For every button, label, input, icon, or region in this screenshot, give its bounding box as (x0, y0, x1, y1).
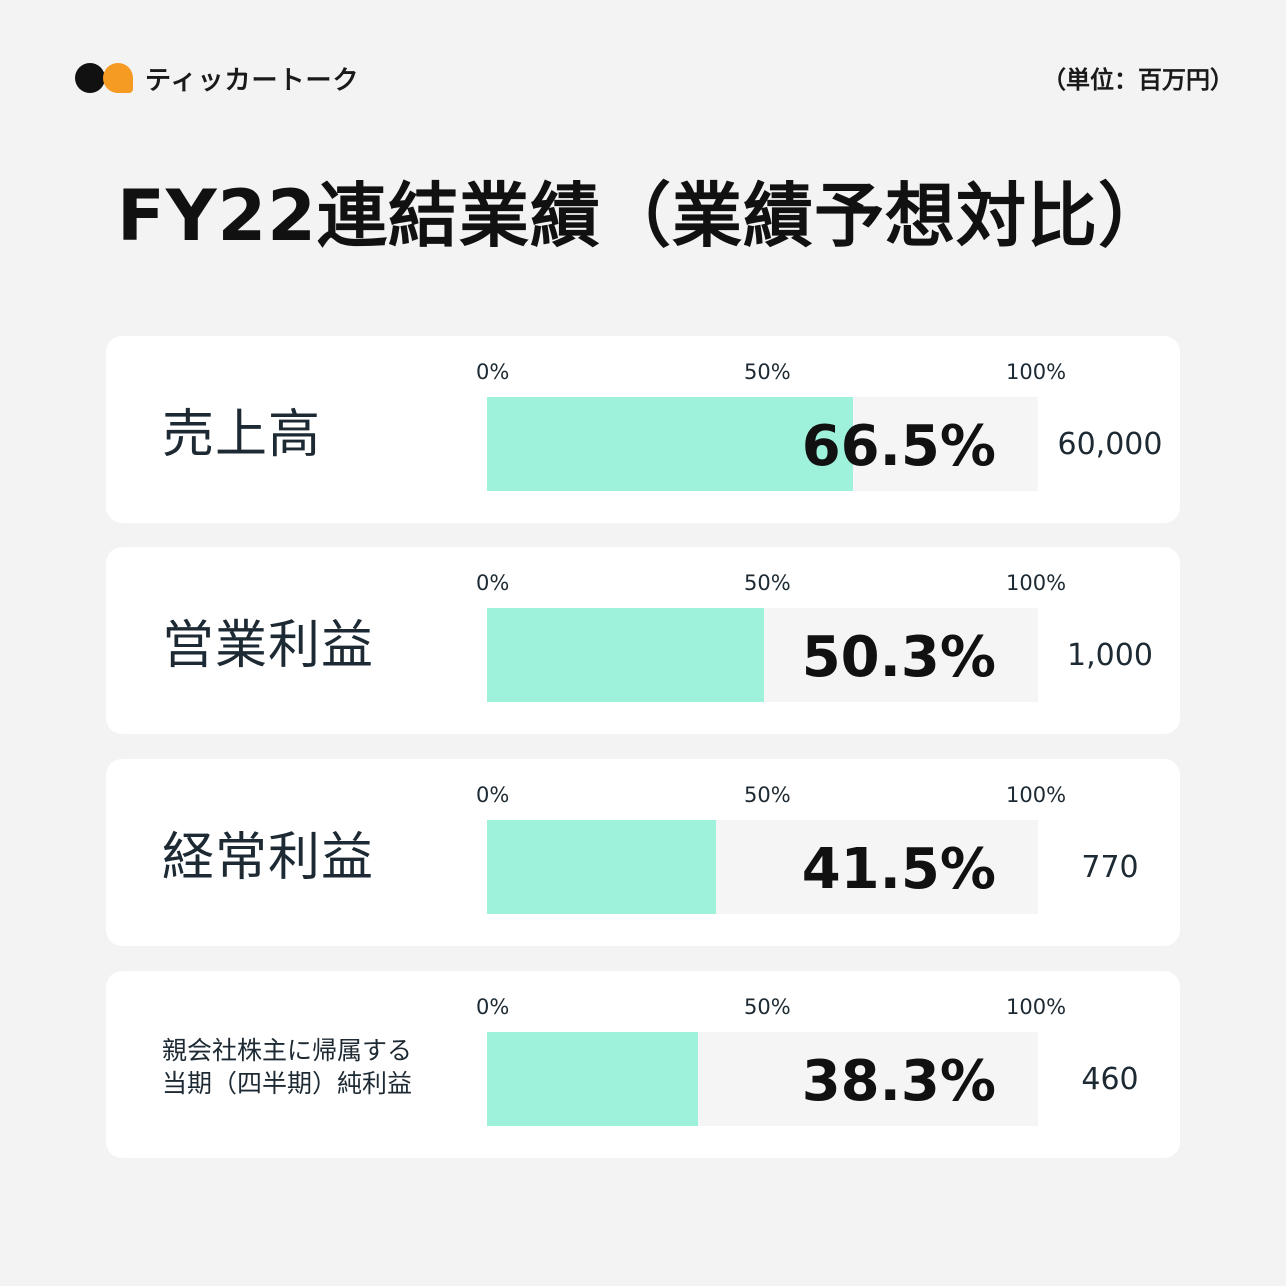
bar-fill (487, 1032, 699, 1126)
tick-label-100: 100% (1006, 360, 1067, 384)
forecast-value: 1,000 (1067, 637, 1153, 673)
bar-fill (487, 820, 716, 914)
bar-fill (487, 608, 765, 702)
tick-label-50: 50% (744, 571, 791, 595)
tick-label-100: 100% (1006, 995, 1067, 1019)
bar-track: 66.5% (487, 397, 1038, 491)
tick-label-50: 50% (744, 783, 791, 807)
percent-label: 38.3% (801, 1048, 996, 1114)
metric-label: 営業利益 (162, 616, 375, 676)
bar-fill (487, 397, 854, 491)
bar-track: 38.3% (487, 1032, 1038, 1126)
tick-label-0: 0% (476, 783, 510, 807)
unit-label: （単位：百万円） (1042, 66, 1234, 94)
metric-card-operating-income: 営業利益 0% 50% 100% 50.3% 1,000 (106, 547, 1180, 734)
metric-card-net-sales: 売上高 0% 50% 100% 66.5% 60,000 (106, 336, 1180, 523)
metric-label: 親会社株主に帰属する 当期（四半期）純利益 (162, 1035, 413, 1098)
forecast-value: 60,000 (1057, 426, 1163, 462)
tick-label-50: 50% (744, 995, 791, 1019)
percent-label: 66.5% (801, 413, 996, 479)
page-title: FY22連結業績（業績予想対比） (117, 175, 1169, 257)
metric-card-net-income: 親会社株主に帰属する 当期（四半期）純利益 0% 50% 100% 38.3% … (106, 971, 1180, 1158)
tick-label-50: 50% (744, 360, 791, 384)
tick-label-100: 100% (1006, 571, 1067, 595)
percent-label: 50.3% (801, 624, 996, 690)
tick-label-100: 100% (1006, 783, 1067, 807)
brand-logo: ティッカートーク (75, 58, 359, 98)
tick-label-0: 0% (476, 995, 510, 1019)
percent-label: 41.5% (801, 836, 996, 902)
brand-name: ティッカートーク (145, 65, 360, 96)
bar-track: 50.3% (487, 608, 1038, 702)
metric-label: 経常利益 (162, 828, 375, 888)
logo-dark-dot (75, 63, 105, 93)
metric-card-ordinary-income: 経常利益 0% 50% 100% 41.5% 770 (106, 759, 1180, 946)
tick-label-0: 0% (476, 571, 510, 595)
forecast-value: 770 (1081, 849, 1139, 885)
bar-track: 41.5% (487, 820, 1038, 914)
metric-label: 売上高 (162, 405, 322, 465)
tick-label-0: 0% (476, 360, 510, 384)
logo-orange-speech-bubble (103, 63, 133, 93)
forecast-value: 460 (1081, 1061, 1139, 1097)
logo-icon (75, 58, 137, 98)
